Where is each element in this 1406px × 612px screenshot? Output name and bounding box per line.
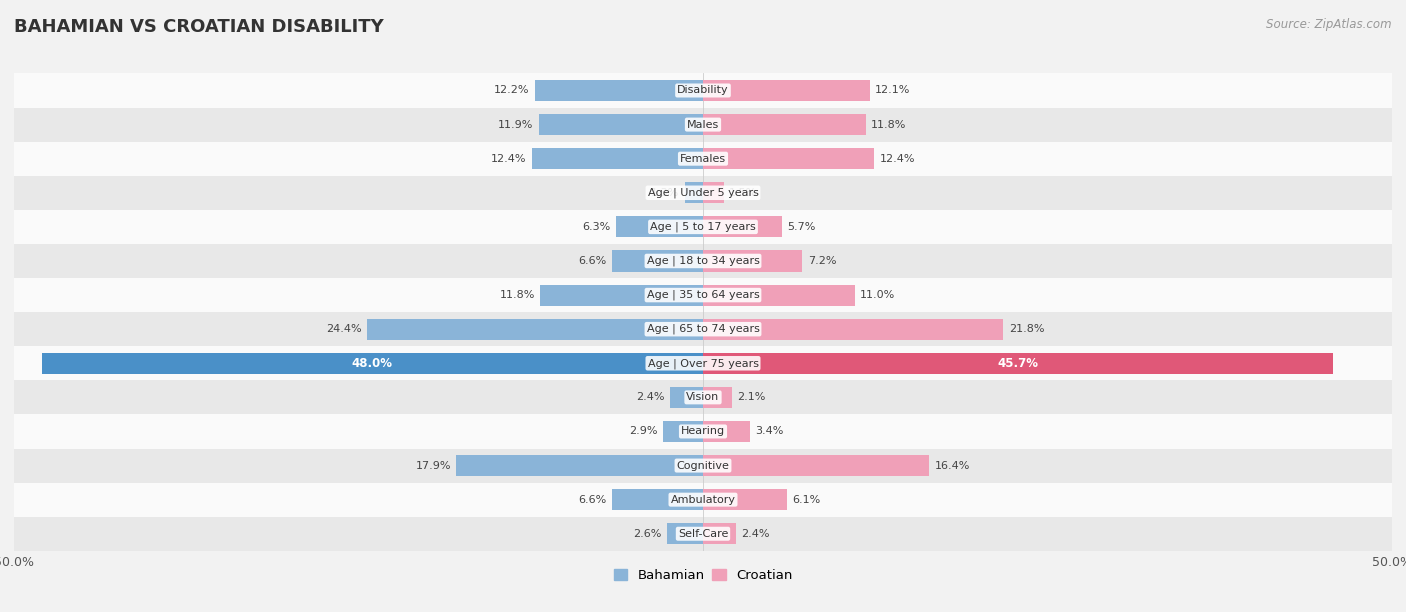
Text: 2.4%: 2.4%: [741, 529, 770, 539]
Bar: [367, 319, 703, 340]
Text: 12.4%: 12.4%: [879, 154, 915, 163]
Bar: [538, 114, 703, 135]
Text: 48.0%: 48.0%: [352, 357, 392, 370]
Bar: [540, 285, 703, 305]
Text: 45.7%: 45.7%: [997, 357, 1039, 370]
Text: Age | Over 75 years: Age | Over 75 years: [648, 358, 758, 368]
Bar: [534, 80, 703, 101]
Legend: Bahamian, Croatian: Bahamian, Croatian: [609, 564, 797, 587]
Text: 2.6%: 2.6%: [633, 529, 662, 539]
Text: 21.8%: 21.8%: [1010, 324, 1045, 334]
Bar: [685, 182, 703, 203]
Bar: [703, 285, 855, 305]
Text: 12.4%: 12.4%: [491, 154, 527, 163]
Bar: [703, 523, 737, 544]
Text: 24.4%: 24.4%: [326, 324, 361, 334]
Bar: [14, 176, 1392, 210]
Bar: [703, 387, 733, 408]
Bar: [703, 353, 1333, 374]
Bar: [531, 148, 703, 170]
Bar: [703, 182, 724, 203]
Text: Cognitive: Cognitive: [676, 461, 730, 471]
Bar: [703, 489, 787, 510]
Bar: [14, 210, 1392, 244]
Bar: [703, 216, 782, 237]
Bar: [14, 483, 1392, 517]
Text: 6.3%: 6.3%: [582, 222, 610, 232]
Text: Age | Under 5 years: Age | Under 5 years: [648, 187, 758, 198]
Text: 16.4%: 16.4%: [935, 461, 970, 471]
Text: 1.5%: 1.5%: [730, 188, 758, 198]
Text: Males: Males: [688, 119, 718, 130]
Text: 6.1%: 6.1%: [793, 494, 821, 505]
Bar: [703, 421, 749, 442]
Bar: [703, 319, 1004, 340]
Bar: [14, 346, 1392, 380]
Text: 3.4%: 3.4%: [755, 427, 783, 436]
Bar: [14, 449, 1392, 483]
Bar: [14, 141, 1392, 176]
Bar: [616, 216, 703, 237]
Bar: [612, 250, 703, 272]
Bar: [42, 353, 703, 374]
Bar: [14, 380, 1392, 414]
Text: 6.6%: 6.6%: [578, 256, 606, 266]
Text: Age | 5 to 17 years: Age | 5 to 17 years: [650, 222, 756, 232]
Bar: [14, 414, 1392, 449]
Text: BAHAMIAN VS CROATIAN DISABILITY: BAHAMIAN VS CROATIAN DISABILITY: [14, 18, 384, 36]
Bar: [703, 114, 866, 135]
Text: Source: ZipAtlas.com: Source: ZipAtlas.com: [1267, 18, 1392, 31]
Bar: [703, 148, 875, 170]
Text: Ambulatory: Ambulatory: [671, 494, 735, 505]
Text: Self-Care: Self-Care: [678, 529, 728, 539]
Bar: [703, 455, 929, 476]
Text: 17.9%: 17.9%: [415, 461, 451, 471]
Bar: [668, 523, 703, 544]
Bar: [14, 108, 1392, 141]
Text: 2.9%: 2.9%: [628, 427, 658, 436]
Bar: [703, 80, 870, 101]
Text: Hearing: Hearing: [681, 427, 725, 436]
Bar: [664, 421, 703, 442]
Text: 12.2%: 12.2%: [494, 86, 530, 95]
Bar: [14, 517, 1392, 551]
Text: 2.1%: 2.1%: [738, 392, 766, 402]
Bar: [14, 244, 1392, 278]
Bar: [612, 489, 703, 510]
Text: 12.1%: 12.1%: [875, 86, 911, 95]
Text: Females: Females: [681, 154, 725, 163]
Text: 11.8%: 11.8%: [872, 119, 907, 130]
Bar: [703, 250, 803, 272]
Text: 11.9%: 11.9%: [498, 119, 533, 130]
Text: 1.3%: 1.3%: [651, 188, 679, 198]
Text: 11.0%: 11.0%: [860, 290, 896, 300]
Text: Vision: Vision: [686, 392, 720, 402]
Bar: [14, 73, 1392, 108]
Bar: [669, 387, 703, 408]
Text: 2.4%: 2.4%: [636, 392, 665, 402]
Text: 6.6%: 6.6%: [578, 494, 606, 505]
Text: Age | 18 to 34 years: Age | 18 to 34 years: [647, 256, 759, 266]
Text: Age | 35 to 64 years: Age | 35 to 64 years: [647, 290, 759, 300]
Bar: [14, 312, 1392, 346]
Text: Disability: Disability: [678, 86, 728, 95]
Text: Age | 65 to 74 years: Age | 65 to 74 years: [647, 324, 759, 334]
Text: 11.8%: 11.8%: [499, 290, 534, 300]
Bar: [457, 455, 703, 476]
Text: 7.2%: 7.2%: [807, 256, 837, 266]
Bar: [14, 278, 1392, 312]
Text: 5.7%: 5.7%: [787, 222, 815, 232]
